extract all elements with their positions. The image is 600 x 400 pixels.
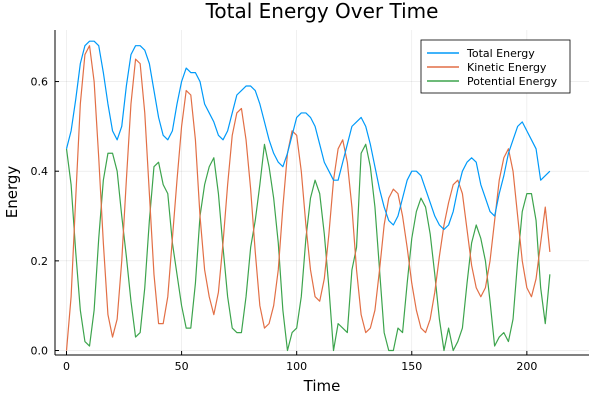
x-tick-label: 100 (286, 360, 307, 373)
y-tick-label: 0.0 (31, 345, 49, 358)
y-axis-title: Energy (3, 166, 21, 219)
chart-title: Total Energy Over Time (205, 0, 439, 23)
y-tick-label: 0.6 (31, 76, 49, 89)
x-axis-title: Time (303, 377, 341, 395)
series-group (65, 40, 551, 352)
legend-label-potential-energy: Potential Energy (467, 75, 558, 88)
y-tick-label: 0.4 (31, 165, 49, 178)
x-tick-label: 50 (175, 360, 189, 373)
x-tick-label: 150 (401, 360, 422, 373)
series-line-kinetic-energy (65, 45, 551, 351)
series-line-potential-energy (65, 143, 551, 352)
x-tick-label: 200 (516, 360, 537, 373)
axes (54, 30, 589, 356)
ticks: 0 50 100 150 200 0.0 0.2 0.4 0.6 (31, 76, 538, 373)
y-tick-label: 0.2 (31, 255, 49, 268)
x-tick-label: 0 (63, 360, 70, 373)
legend-label-total-energy: Total Energy (466, 47, 535, 60)
series-line-total-energy (65, 40, 551, 231)
legend-label-kinetic-energy: Kinetic Energy (467, 61, 547, 74)
legend: Total Energy Kinetic Energy Potential En… (420, 39, 571, 94)
